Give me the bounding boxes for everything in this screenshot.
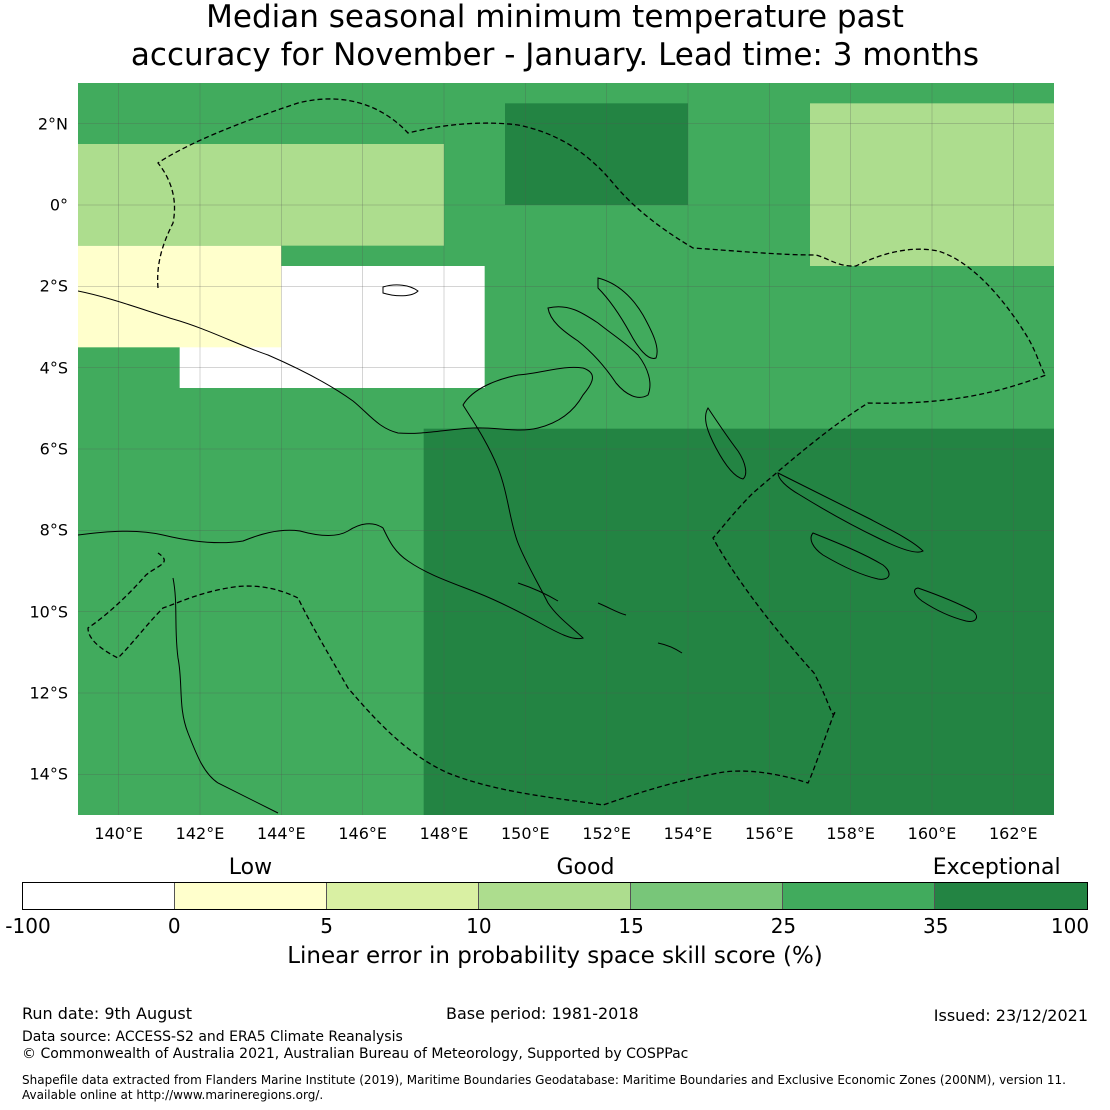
longitude-tick-label: 162°E [989,824,1038,843]
longitude-tick-label: 156°E [745,824,794,843]
longitude-tick-label: 140°E [94,824,143,843]
longitude-tick-label: 154°E [663,824,713,843]
latitude-tick-label: 6°S [39,439,68,459]
colorbar-tick-label: 0 [167,914,181,938]
longitude-tick-label: 160°E [907,824,957,843]
map-title-line-2: accuracy for November - January. Lead ti… [130,37,980,73]
legend-category-exceptional: Exceptional [932,855,1061,880]
copyright: © Commonwealth of Australia 2021, Austra… [22,1046,689,1062]
legend-category-good: Good [556,855,615,880]
colorbar-tick-label: 25 [770,914,797,938]
skill-region-light-green-nw [78,144,444,246]
colorbar-bin [23,883,175,909]
coastlines [78,277,977,814]
legend-category-low: Low [228,855,273,880]
colorbar-label: Linear error in probability space skill … [287,943,823,969]
colorbar-bin [935,883,1087,909]
longitude-tick-label: 146°E [338,824,387,843]
longitude-tick-label: 152°E [582,824,631,843]
longitude-tick-label: 148°E [419,824,469,843]
coastline-solomon-makira [914,587,977,622]
latitude-tick-label: 14°S [29,764,68,784]
colorbar-bin [783,883,935,909]
coastline-bougainville [705,407,747,480]
colorbar-tick-label: 5 [320,914,333,938]
shapefile-credit-line-2: Available online at http://www.marinereg… [22,1088,324,1102]
coastline-new-guinea [78,290,593,640]
latitude-tick-label: 2°S [39,276,68,296]
colorbar-tick-label: 100 [1050,914,1090,938]
latitude-tick-label: 10°S [29,602,68,622]
colorbar-tick-label: 10 [466,914,492,938]
base-period: Base period: 1981-2018 [446,1004,639,1023]
graticule [78,83,1054,815]
colorbar-bin [175,883,327,909]
issued-date: Issued: 23/12/2021 [933,1006,1088,1025]
skill-map-canvas [78,83,1054,815]
latitude-tick-label: 12°S [29,683,68,703]
colorbar-tick-label: 15 [618,914,644,938]
eez-boundaries [87,98,1048,806]
colorbar [22,882,1088,910]
skill-region-deep-green-north [505,103,688,205]
run-date: Run date: 9th August [22,1004,192,1023]
latitude-tick-label: 0° [49,195,68,215]
latitude-tick-label: 4°S [39,358,68,378]
map-title-line-1: Median seasonal minimum temperature past [206,0,904,35]
colorbar-bin [327,883,479,909]
eez-png [87,98,1048,806]
latitude-tick-label: 2°N [37,114,68,134]
longitude-tick-label: 158°E [826,824,875,843]
coastline-cape-york [172,577,279,814]
coastline-new-ireland [597,277,658,359]
skill-map [78,83,1054,815]
skill-region-pale-yellow-west [78,245,282,348]
skill-region-deep-green-sw [423,428,1054,815]
colorbar-bin [479,883,631,909]
longitude-tick-label: 144°E [257,824,306,843]
coastline-solomon-north [777,472,924,553]
shapefile-credit-line-1: Shapefile data extracted from Flanders M… [22,1073,1066,1087]
longitude-tick-label: 142°E [175,824,225,843]
coastline-manus [382,284,419,297]
longitude-tick-label: 150°E [501,824,550,843]
colorbar-tick-label: -100 [5,914,51,938]
colorbar-bin [631,883,783,909]
coastline-new-britain [547,306,651,398]
latitude-tick-label: 8°S [39,520,68,540]
data-source: Data source: ACCESS-S2 and ERA5 Climate … [22,1029,403,1045]
colorbar-tick-label: 35 [922,914,949,938]
coastline-solomon-guadalcanal [810,532,890,580]
coastline-louisiade [517,582,683,654]
